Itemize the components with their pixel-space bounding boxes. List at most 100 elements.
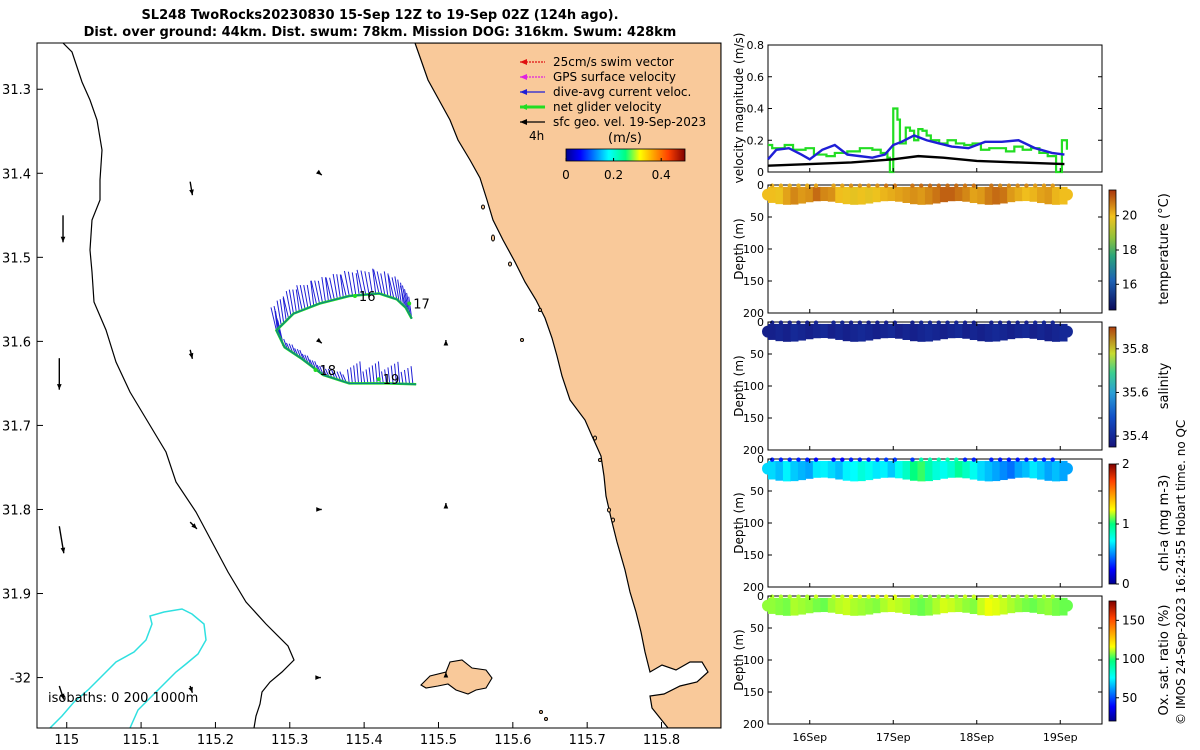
- legend-arrowhead: [520, 89, 527, 95]
- velocity-y-tick-label: 0.8: [747, 39, 765, 52]
- section-surface-dot: [857, 594, 863, 599]
- day-label: 19: [383, 373, 400, 388]
- section-surface-dot: [927, 457, 933, 462]
- section-surface-dot: [1050, 594, 1055, 599]
- legend-label: GPS surface velocity: [553, 70, 676, 84]
- section-data-cell: [902, 597, 911, 614]
- section-data-cell: [984, 597, 993, 616]
- current-vector: [299, 285, 306, 310]
- section-surface-dot: [910, 457, 915, 462]
- section-data-cell: [977, 597, 986, 616]
- section-surface-dot: [997, 594, 1003, 599]
- section-data-cell: [1014, 323, 1023, 339]
- section-surface-dot: [778, 320, 784, 325]
- section-surface-dot: [840, 457, 845, 462]
- current-vector: [407, 367, 411, 385]
- section-data-cell: [805, 323, 814, 340]
- time-axis-label: 18Sep: [959, 731, 994, 744]
- section-data-cell: [1051, 597, 1061, 616]
- velocity-series: [767, 107, 1069, 174]
- velocity-series-line: [767, 154, 1065, 167]
- section-data-cell: [797, 460, 806, 481]
- day-marker: [376, 377, 381, 382]
- section-data-cell: [805, 186, 814, 203]
- section-data-cell: [992, 323, 1001, 342]
- current-vector: [282, 296, 290, 319]
- section-data-cell: [947, 460, 956, 478]
- section-data-cell: [1044, 460, 1053, 481]
- section-data-cell: [1014, 460, 1023, 478]
- section-band-cap: [1060, 599, 1073, 612]
- section-surface-dot: [945, 320, 950, 325]
- section-data-cell: [999, 186, 1008, 204]
- section-data-cell: [827, 597, 836, 613]
- section-surface-dot: [936, 594, 941, 599]
- section-data-cell: [857, 597, 866, 616]
- section-surface-dot: [813, 320, 819, 325]
- section-surface-dot: [831, 594, 836, 599]
- section-data-cell: [924, 597, 934, 616]
- section-data-cell: [842, 597, 851, 616]
- current-vector: [374, 363, 378, 384]
- section-surface-dot: [997, 183, 1003, 188]
- section-colorbar-label: salinity: [1157, 362, 1172, 409]
- velocity-y-tick-label: 0.2: [747, 134, 765, 147]
- map-x-tick-label: 115.2: [197, 733, 234, 748]
- current-vector: [397, 361, 401, 384]
- section-data-cell: [1007, 323, 1016, 340]
- section-data-cell: [887, 323, 896, 339]
- day-label: 16: [359, 290, 376, 305]
- section-surface-dot: [954, 457, 959, 462]
- map-y-tick-label: 31.3: [2, 83, 31, 98]
- section-y-tick-label: 50: [750, 211, 764, 224]
- current-vector: [288, 289, 294, 314]
- section-data-cell: [909, 597, 919, 616]
- section-data-cell: [835, 460, 844, 480]
- current-vector: [394, 363, 397, 384]
- map-x-axis: 115 115.1 115.2 115.3 115.4 115.5 115.6 115.7 11…: [54, 722, 680, 748]
- section-data-cell: [992, 597, 1001, 616]
- section-surface-dot: [1006, 320, 1012, 325]
- section-data-cell: [932, 597, 941, 615]
- day-labels: 16 17 18 19: [313, 290, 430, 388]
- section-data-cell: [962, 597, 971, 613]
- section-data-cell: [924, 323, 934, 342]
- section-data-cell: [1044, 323, 1053, 342]
- map-y-tick-label: 31.8: [2, 503, 31, 518]
- section-surface-dot: [1024, 183, 1029, 188]
- velocity-y-axis: 0 0.2 0.4 0.6 0.8: [747, 39, 1102, 179]
- section-data-cell: [939, 460, 948, 479]
- section-data-cell: [857, 460, 866, 482]
- current-vector: [384, 369, 387, 384]
- section-data-cell: [954, 323, 963, 339]
- current-vector: [371, 365, 375, 384]
- current-vector: [332, 273, 338, 300]
- section-surface-dot: [1015, 320, 1020, 325]
- geo-arrow-head: [188, 352, 194, 359]
- section-frame: [767, 321, 1103, 451]
- section-data-cell: [797, 597, 806, 615]
- section-y-tick-label: 0: [757, 590, 764, 603]
- current-vector: [383, 271, 389, 297]
- section-data-cell: [887, 186, 896, 202]
- current-vector: [353, 365, 356, 384]
- section-colorbar: [1108, 600, 1117, 722]
- section-surface-dot: [1041, 594, 1047, 599]
- section-data-cell: [865, 460, 874, 481]
- section-ylabel: Depth (m): [732, 355, 746, 416]
- glider-track-core: [275, 292, 417, 385]
- section-surface-dot: [796, 594, 801, 599]
- section-surface-dot: [954, 594, 959, 599]
- section-surface-dot: [892, 183, 898, 188]
- section-data-cell: [880, 186, 889, 202]
- legend-label: sfc geo. vel. 19-Sep-2023: [553, 115, 706, 129]
- section-surface-dot: [1033, 457, 1038, 462]
- section-data-cell: [820, 460, 829, 478]
- section-data-cell: [932, 186, 941, 204]
- section-surface-dot: [1015, 457, 1020, 462]
- section-data-cell: [1044, 186, 1053, 205]
- current-vector: [322, 365, 327, 377]
- section-colorbar-tick-label: 35.6: [1122, 385, 1149, 399]
- section-data-cell: [1044, 597, 1053, 616]
- section-surface-dot: [910, 594, 915, 599]
